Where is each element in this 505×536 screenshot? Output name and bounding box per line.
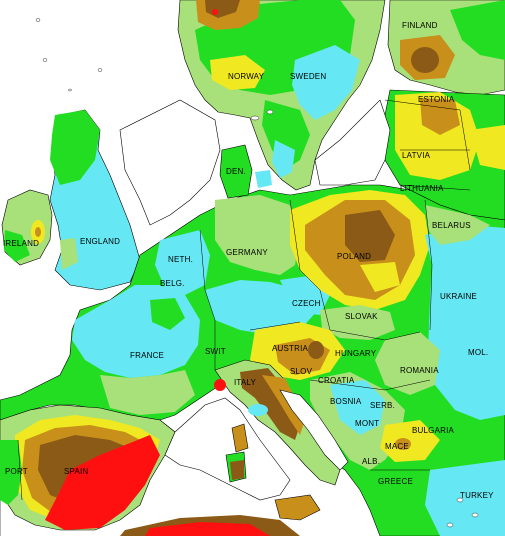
italy-lightbrown-zone: [262, 375, 305, 435]
italy-brown-zone: [240, 368, 300, 440]
norway-yellow-zone: [210, 55, 265, 90]
greece-green-zone: [370, 465, 420, 520]
sweden-cyan-zone: [292, 45, 360, 120]
east-yellow-zone: [470, 125, 505, 170]
adriatic-sea: [279, 389, 349, 471]
germany-lightgreen-zone: [215, 195, 300, 275]
turkey-cyan-zone: [425, 460, 505, 536]
slovakia-lightgreen-zone: [320, 305, 395, 340]
lake-outlines: [35, 18, 479, 528]
france-green-patch: [150, 298, 185, 330]
sweden-south-cyan: [272, 140, 295, 178]
italy-red-spot: [214, 379, 226, 391]
poland-yellow-inner: [360, 262, 400, 292]
baltic-sea: [314, 99, 391, 186]
romania-lightgreen-zone: [375, 332, 440, 395]
finland-darkbrown-zone: [411, 47, 439, 73]
bulgaria-yellow-zone: [380, 420, 440, 462]
norway-red-spot: [212, 9, 218, 15]
sardinia-brown-top: [230, 460, 244, 480]
wales-lightgreen: [60, 238, 78, 270]
ireland-brown-spot: [35, 227, 41, 237]
north-sea: [119, 99, 221, 226]
scotland-green-zone: [50, 110, 100, 185]
belarus-lightgreen-zone: [425, 205, 490, 245]
poland-darkbrown-zone: [345, 210, 395, 262]
balkans-cyan-zone: [330, 380, 385, 435]
estonia-lightbrown-zone: [420, 98, 460, 135]
corsica-land: [231, 423, 249, 453]
austria-darkbrown-spot: [308, 341, 324, 359]
portugal-green-zone: [0, 440, 22, 505]
north-africa-red-strip: [145, 522, 270, 536]
bulgaria-brown-spot: [395, 438, 411, 450]
ireland-green-zone: [4, 230, 30, 262]
italy-cyan-spot: [248, 404, 268, 416]
spain-red-zone: [45, 435, 160, 530]
finland-green-zone: [450, 0, 505, 60]
ukraine-cyan-zone: [425, 225, 505, 420]
country-borders: [17, 99, 471, 501]
denmark-cyan-spot: [255, 170, 272, 188]
mediterranean-sea: [164, 397, 291, 501]
sicily-land: [274, 494, 321, 521]
benelux-cyan-zone: [155, 230, 210, 295]
france-lightgreen-zone: [100, 370, 195, 415]
denmark-land: [219, 144, 253, 199]
baltic-yellow-zone: [395, 92, 480, 180]
